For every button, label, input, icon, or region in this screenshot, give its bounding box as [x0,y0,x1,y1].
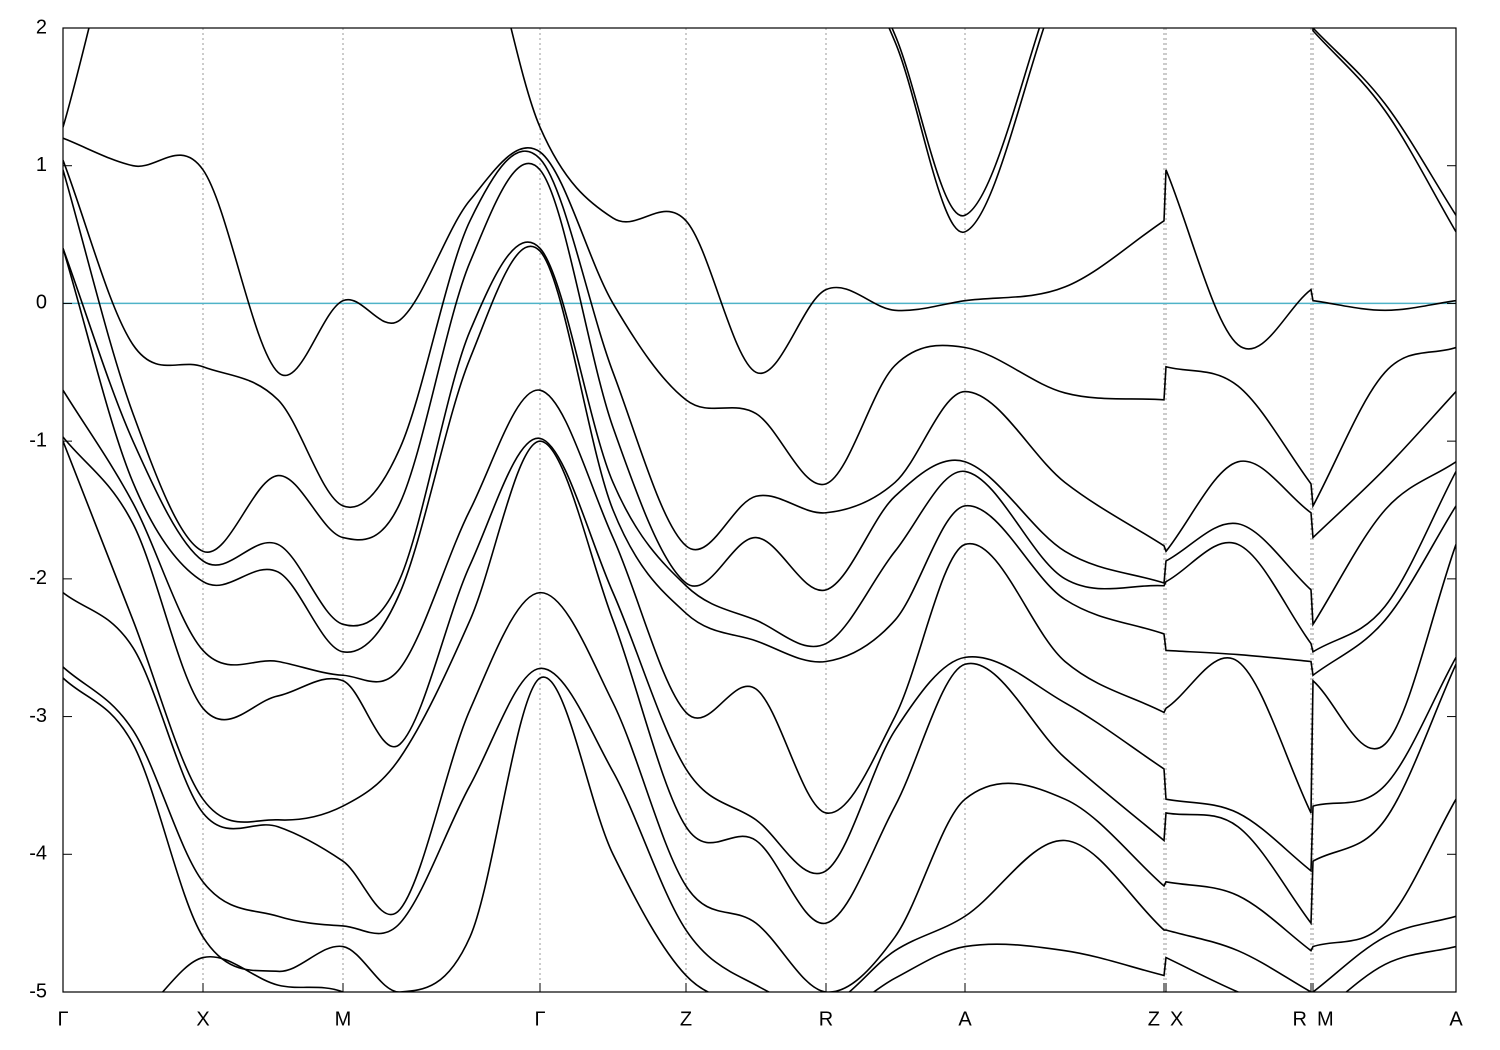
band-line [63,150,1456,553]
x-tick-label: A [958,1008,972,1030]
bands [63,28,1456,1050]
y-tick-label: -1 [29,429,47,451]
band-line [891,28,1456,217]
x-tick-label: X [196,1008,209,1030]
x-tick-label: Γ [57,1008,68,1030]
band-line [63,137,1456,509]
y-tick-label: 0 [36,292,47,314]
plot-frame [62,27,1457,993]
band-line [63,1019,1456,1050]
y-tick-label: 1 [36,154,47,176]
x-tick-label: Z [1148,1008,1160,1030]
x-tick-label: M [1317,1008,1334,1030]
y-tick-label: -5 [29,980,47,1002]
band-line [63,162,1456,627]
x-tick-label: X [1170,1008,1183,1030]
y-tick-label: -2 [29,567,47,589]
grid [202,28,1314,992]
band-line [63,245,1456,677]
band-line [63,28,1456,375]
x-tick-label: A [1449,1008,1463,1030]
x-tick-label: Γ [534,1008,545,1030]
band-line [63,436,1456,875]
y-tick-label: 2 [36,16,47,38]
band-line [161,955,1169,992]
band-line [63,389,1456,814]
x-tick-label: R [819,1008,833,1030]
band-line [63,666,1456,992]
band-line [888,28,1456,233]
x-tick-label: M [335,1008,352,1030]
band-line [63,676,1456,992]
x-tick-label: Z [680,1008,692,1030]
band-line [63,440,1456,926]
x-tick-label: R [1293,1008,1307,1030]
y-tick-label: -4 [29,843,47,865]
y-tick-label: -3 [29,705,47,727]
band-line [63,241,1456,654]
band-line [63,591,1456,992]
